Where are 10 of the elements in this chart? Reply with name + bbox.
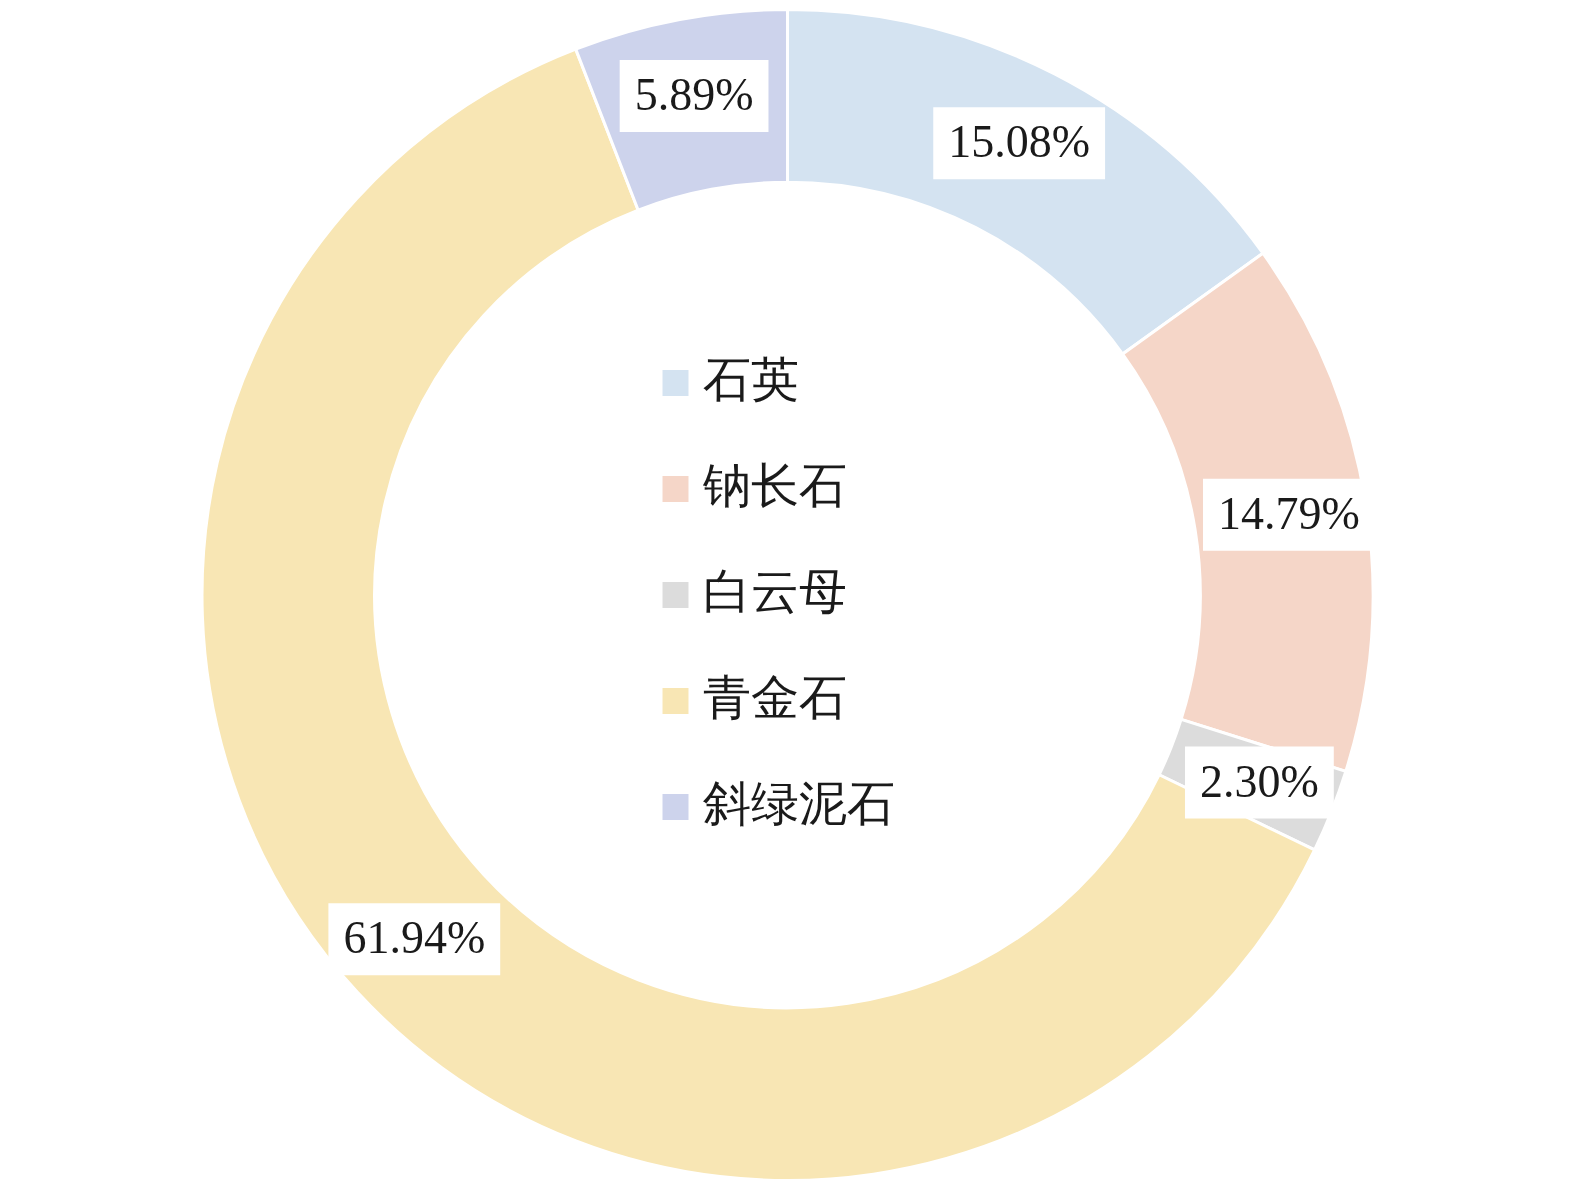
legend-label: 青金石: [702, 670, 847, 724]
data-label: 61.94%: [343, 912, 486, 964]
data-label: 15.08%: [948, 116, 1091, 168]
legend-label: 钠长石: [701, 458, 847, 512]
data-label: 14.79%: [1217, 487, 1360, 539]
data-label: 2.30%: [1199, 755, 1319, 807]
legend-label: 石英: [702, 352, 799, 406]
legend-label: 白云母: [702, 564, 847, 618]
legend-label: 斜绿泥石: [702, 776, 895, 830]
data-label: 5.89%: [634, 68, 754, 120]
